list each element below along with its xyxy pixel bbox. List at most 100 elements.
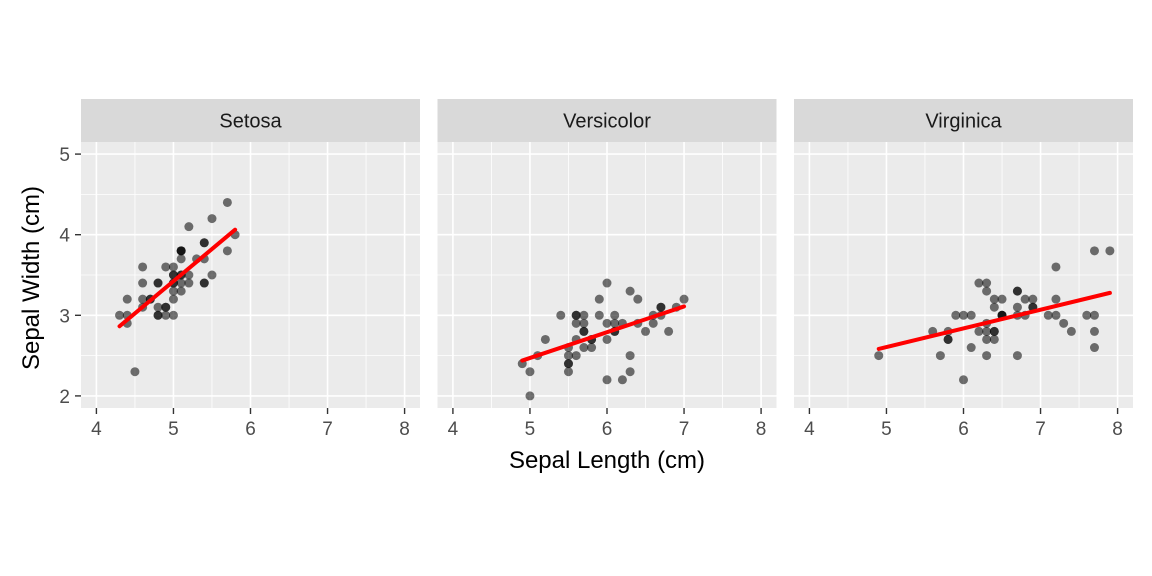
data-point bbox=[679, 294, 689, 304]
data-point bbox=[579, 318, 589, 328]
y-tick-label: 3 bbox=[59, 306, 70, 327]
data-point bbox=[648, 318, 658, 328]
x-tick-label: 6 bbox=[958, 419, 969, 440]
data-point bbox=[594, 294, 604, 304]
x-tick-label: 8 bbox=[756, 419, 767, 440]
data-point bbox=[1089, 343, 1099, 353]
x-tick-label: 7 bbox=[322, 419, 333, 440]
data-point bbox=[168, 262, 178, 272]
data-point bbox=[989, 326, 999, 336]
data-point bbox=[602, 334, 612, 344]
data-point bbox=[1082, 310, 1092, 320]
x-tick-label: 7 bbox=[1035, 419, 1046, 440]
data-point bbox=[1059, 318, 1069, 328]
data-point bbox=[168, 294, 178, 304]
x-tick-label: 5 bbox=[168, 419, 179, 440]
data-point bbox=[966, 343, 976, 353]
data-point bbox=[122, 294, 132, 304]
data-point bbox=[563, 359, 573, 369]
trend-line bbox=[117, 227, 238, 329]
x-tick-label: 8 bbox=[1112, 419, 1123, 440]
data-point bbox=[617, 375, 627, 385]
y-tick-label: 5 bbox=[59, 145, 70, 166]
data-point bbox=[138, 278, 148, 288]
data-point bbox=[176, 254, 186, 264]
data-point bbox=[974, 278, 984, 288]
data-point bbox=[222, 246, 232, 256]
data-point bbox=[168, 310, 178, 320]
data-point bbox=[664, 326, 674, 336]
data-point bbox=[115, 310, 125, 320]
data-point bbox=[982, 334, 992, 344]
x-tick-label: 4 bbox=[448, 419, 459, 440]
y-tick-label: 4 bbox=[59, 226, 70, 247]
data-point bbox=[184, 222, 194, 232]
data-point bbox=[130, 367, 140, 377]
data-point bbox=[138, 262, 148, 272]
data-point bbox=[1012, 351, 1022, 361]
data-point bbox=[138, 294, 148, 304]
data-point bbox=[602, 278, 612, 288]
x-tick-label: 7 bbox=[679, 419, 690, 440]
data-point bbox=[625, 367, 635, 377]
facet-strip-label: Versicolor bbox=[563, 111, 651, 133]
data-point bbox=[989, 302, 999, 312]
data-point bbox=[641, 326, 651, 336]
x-tick-label: 4 bbox=[804, 419, 815, 440]
data-point bbox=[176, 278, 186, 288]
data-point bbox=[563, 367, 573, 377]
facet-strip bbox=[437, 99, 777, 142]
data-point bbox=[935, 351, 945, 361]
data-point bbox=[207, 214, 217, 224]
data-point bbox=[207, 270, 217, 280]
data-point bbox=[1028, 294, 1038, 304]
data-point bbox=[959, 375, 968, 385]
data-point bbox=[579, 326, 589, 336]
data-point bbox=[184, 278, 194, 288]
x-axis-title: Sepal Length (cm) bbox=[508, 447, 706, 474]
data-point bbox=[625, 286, 635, 296]
data-point bbox=[525, 367, 535, 377]
x-tick-label: 8 bbox=[399, 419, 410, 440]
data-point bbox=[974, 326, 984, 336]
data-point bbox=[959, 310, 968, 320]
data-point bbox=[1105, 246, 1115, 256]
data-point bbox=[1089, 246, 1099, 256]
data-point bbox=[982, 278, 992, 288]
data-point bbox=[1020, 294, 1030, 304]
y-tick-label: 2 bbox=[59, 387, 70, 408]
data-point bbox=[982, 286, 992, 296]
data-point bbox=[161, 310, 171, 320]
data-point bbox=[540, 334, 550, 344]
x-tick-label: 5 bbox=[881, 419, 892, 440]
data-point bbox=[656, 302, 666, 312]
data-point bbox=[571, 318, 581, 328]
data-point bbox=[966, 310, 976, 320]
data-point bbox=[874, 351, 884, 361]
data-point bbox=[943, 334, 953, 344]
facet-strip bbox=[794, 99, 1133, 142]
data-point bbox=[610, 318, 620, 328]
data-point bbox=[1051, 294, 1061, 304]
data-point bbox=[1012, 286, 1022, 296]
data-point bbox=[153, 302, 163, 312]
data-point bbox=[161, 302, 171, 312]
data-point bbox=[222, 197, 232, 207]
data-point bbox=[602, 375, 612, 385]
data-point bbox=[610, 310, 620, 320]
trend-line bbox=[876, 290, 1112, 351]
x-tick-label: 6 bbox=[245, 419, 256, 440]
data-point bbox=[199, 238, 209, 248]
data-point bbox=[1051, 262, 1061, 272]
data-point bbox=[989, 294, 999, 304]
data-point bbox=[525, 391, 535, 401]
y-axis-title: Sepal Width (cm) bbox=[18, 185, 45, 371]
data-point bbox=[997, 294, 1007, 304]
data-point bbox=[602, 318, 612, 328]
data-point bbox=[199, 278, 209, 288]
data-point bbox=[168, 286, 178, 296]
data-point bbox=[556, 310, 566, 320]
data-point bbox=[579, 343, 589, 353]
